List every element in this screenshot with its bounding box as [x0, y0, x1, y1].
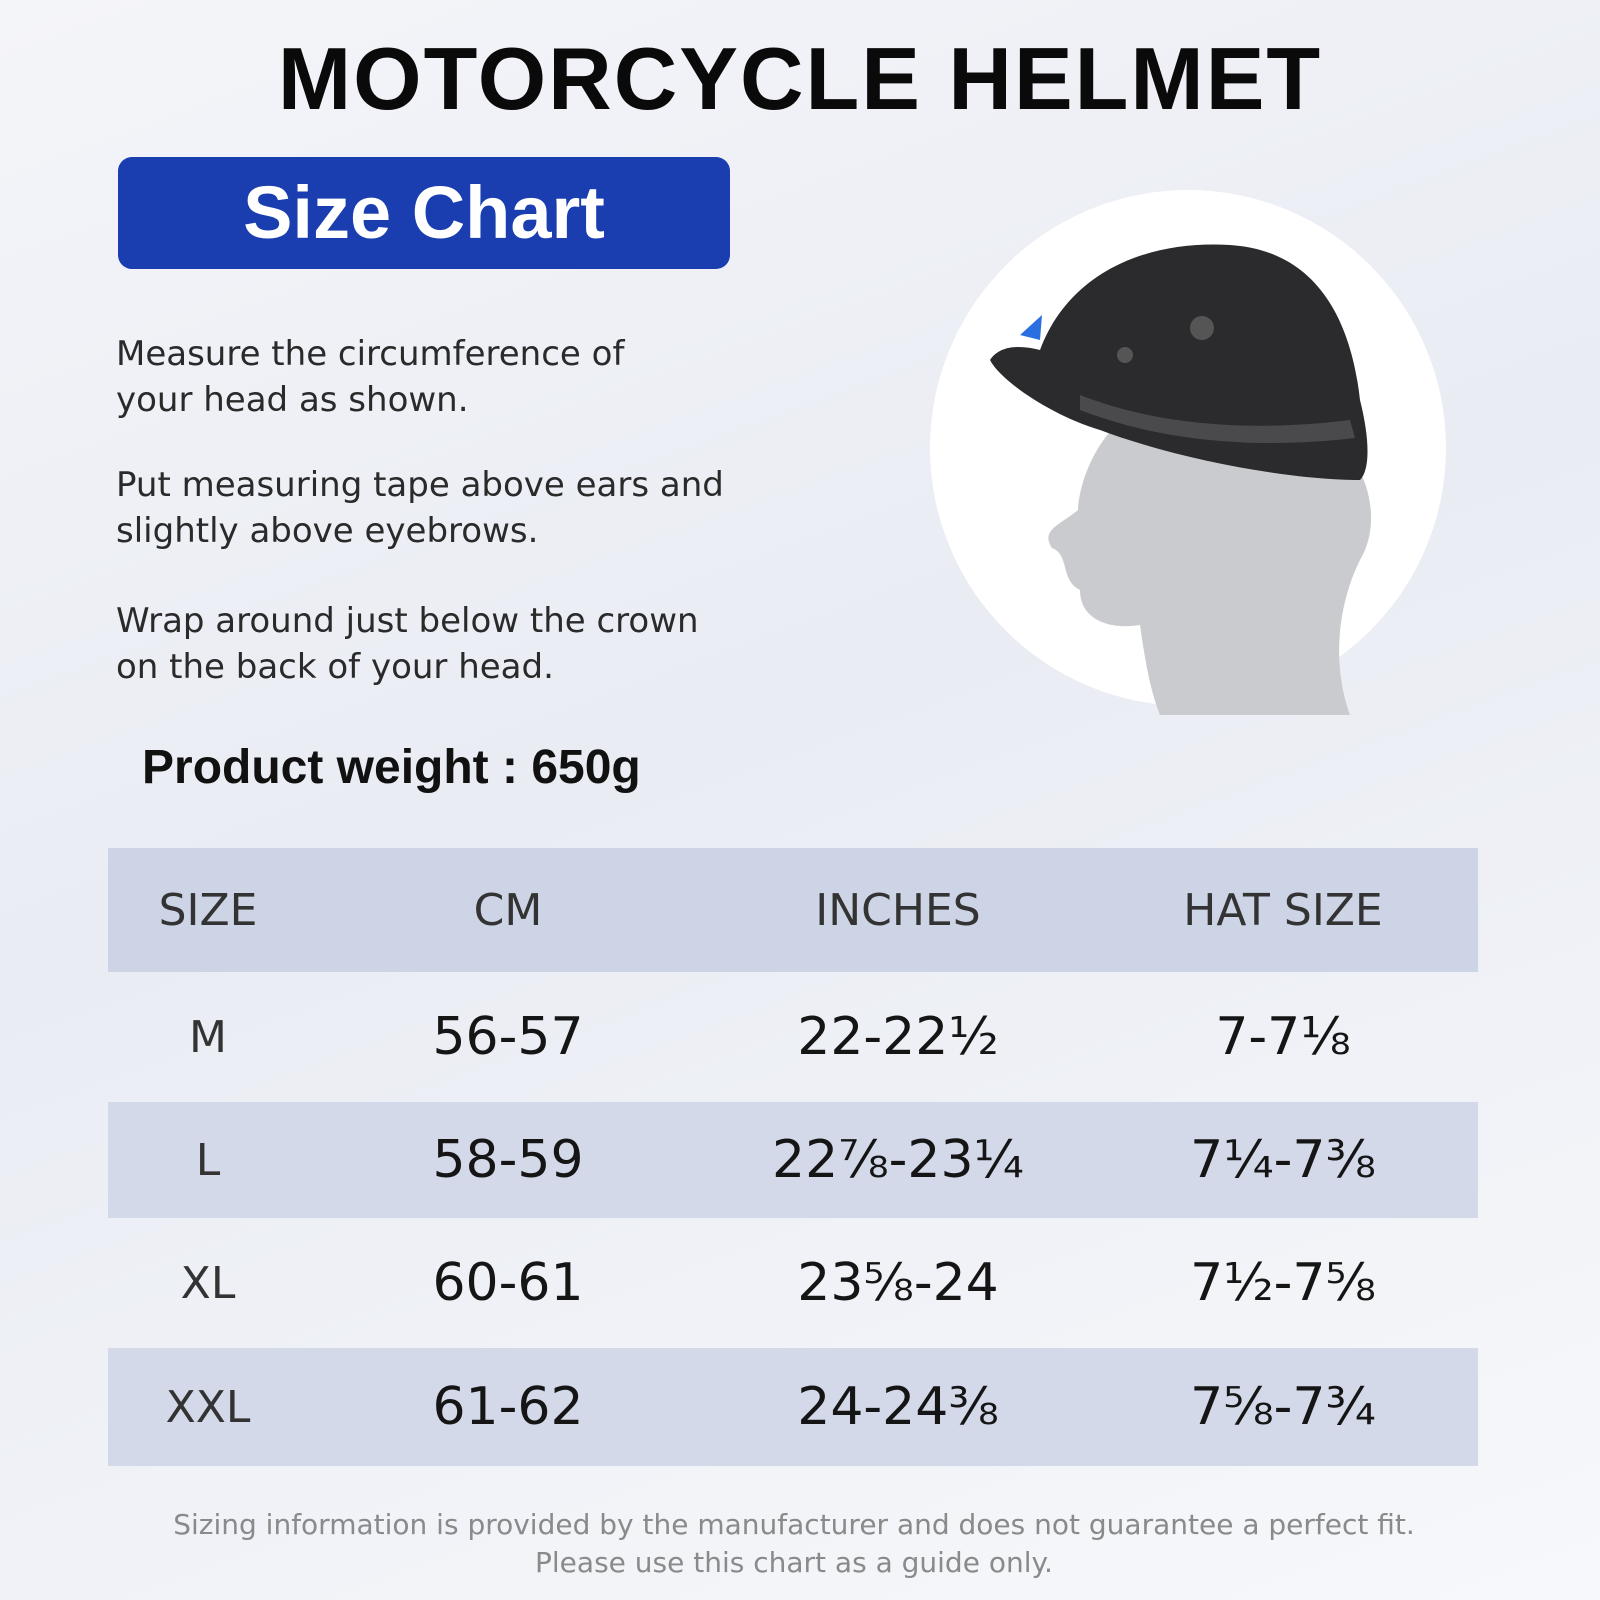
weight: Product weight : 650g	[142, 741, 641, 794]
table-cell: 56-57	[432, 1007, 584, 1067]
table-cell: XXL	[165, 1381, 251, 1433]
table-cell: 24-24⅜	[797, 1377, 999, 1437]
line: Wrap around just below the crown	[116, 601, 699, 641]
instruction: Wrap around just below the crown on the b…	[116, 598, 699, 690]
table-cell: 58-59	[432, 1130, 584, 1190]
header-cell: SIZE	[158, 884, 258, 936]
table-cell: 7-7⅛	[1215, 1007, 1351, 1067]
table-cell: 7⅝-7¾	[1190, 1377, 1376, 1437]
table-body: M 56-57 22-22½ 7-7⅛ L 58-59 22⅞-23¼ 7¼-7⅜ XL 60-6…	[108, 972, 1478, 1466]
size-table: SIZE CM INCHES HAT SIZE M 56-57 22-22½ 7-7⅛…	[108, 848, 1478, 1466]
line: Measure the circumference of	[116, 334, 625, 374]
instruction: Put measuring tape above ears and slightl…	[116, 462, 724, 554]
table-cell: 22⅞-23¼	[772, 1130, 1024, 1190]
header-cell: INCHES	[815, 884, 981, 936]
table-row: XXL 61-62 24-24⅜ 7⅝-7¾	[108, 1348, 1478, 1466]
instruction: Measure the circumference of your head as…	[116, 331, 624, 423]
line: on the back of your head.	[116, 647, 554, 687]
table-cell: 60-61	[432, 1253, 584, 1313]
helmet-illustration	[930, 190, 1446, 715]
table-cell: 7¼-7⅜	[1190, 1130, 1376, 1190]
header-cell: HAT SIZE	[1183, 884, 1383, 936]
badge: Size Chart	[118, 157, 730, 269]
table-header: SIZE CM INCHES HAT SIZE	[108, 848, 1478, 972]
disclaimer: Sizing information is provided by the ma…	[173, 1508, 1415, 1541]
table-cell: 23⅝-24	[797, 1253, 999, 1313]
title: MOTORCYCLE HELMET	[277, 29, 1323, 128]
table-row: L 58-59 22⅞-23¼ 7¼-7⅜	[108, 1102, 1478, 1218]
table-cell: 22-22½	[797, 1007, 999, 1067]
table-cell: 7½-7⅝	[1190, 1253, 1376, 1313]
table-cell: M	[189, 1011, 227, 1063]
line: Put measuring tape above ears and	[116, 465, 724, 505]
disclaimer: Please use this chart as a guide only.	[535, 1546, 1053, 1579]
table-row: XL 60-61 23⅝-24 7½-7⅝	[108, 1218, 1478, 1348]
table-row: M 56-57 22-22½ 7-7⅛	[108, 972, 1478, 1102]
table-cell: 61-62	[432, 1377, 584, 1437]
header-cell: CM	[473, 884, 543, 936]
line: your head as shown.	[116, 380, 469, 420]
line: slightly above eyebrows.	[116, 511, 539, 551]
table-cell: XL	[180, 1257, 236, 1309]
table-cell: L	[195, 1134, 221, 1186]
